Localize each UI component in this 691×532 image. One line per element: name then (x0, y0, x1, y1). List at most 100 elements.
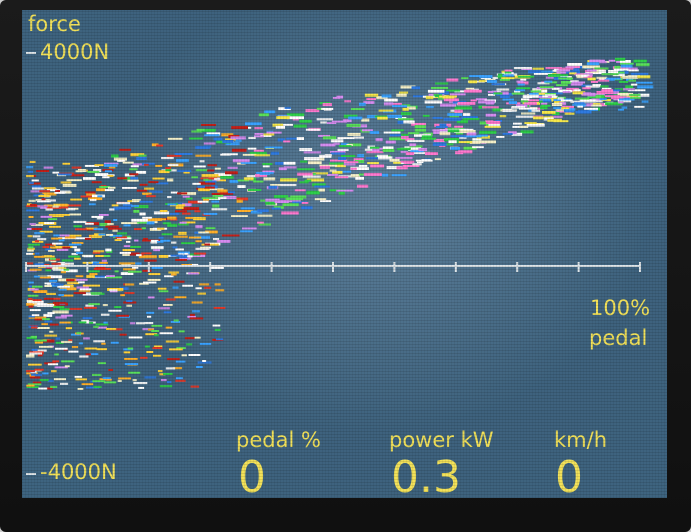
plot-mark (177, 169, 192, 172)
plot-mark (426, 106, 434, 109)
plot-mark (606, 77, 621, 80)
plot-mark (138, 386, 145, 389)
plot-mark (237, 210, 253, 212)
plot-mark (270, 184, 281, 186)
plot-mark (79, 288, 92, 291)
plot-mark (146, 195, 156, 198)
plot-mark (319, 154, 332, 158)
plot-mark (614, 65, 621, 69)
plot-mark (320, 121, 327, 124)
plot-mark (100, 313, 110, 316)
plot-mark (479, 121, 486, 125)
plot-mark (378, 109, 394, 112)
plot-mark (245, 122, 262, 126)
plot-mark (111, 154, 119, 158)
plot-mark (131, 218, 148, 222)
plot-mark (144, 345, 150, 348)
plot-mark (139, 183, 148, 186)
plot-mark (57, 262, 66, 266)
plot-mark (89, 353, 99, 355)
plot-mark (204, 243, 210, 246)
plot-mark (92, 262, 107, 266)
plot-mark (314, 185, 330, 188)
plot-mark (81, 319, 90, 322)
plot-mark (358, 164, 368, 167)
plot-mark (136, 157, 147, 160)
speed-kmh-value: 0 (555, 452, 583, 499)
plot-mark (186, 343, 193, 346)
plot-mark (63, 204, 82, 207)
plot-mark (557, 97, 564, 100)
plot-mark (617, 99, 632, 103)
plot-mark (151, 330, 159, 332)
plot-mark (26, 354, 35, 358)
plot-mark (69, 213, 81, 216)
plot-mark (134, 239, 139, 242)
plot-mark (204, 134, 220, 137)
plot-mark (74, 375, 83, 378)
plot-mark (378, 156, 393, 160)
plot-mark (214, 283, 221, 286)
plot-mark (96, 261, 108, 264)
plot-mark (286, 113, 305, 117)
plot-mark (29, 268, 42, 271)
plot-mark (113, 206, 132, 210)
plot-mark (343, 161, 359, 164)
plot-mark (174, 153, 193, 155)
plot-mark (165, 298, 176, 301)
plot-mark (275, 162, 288, 165)
plot-mark (195, 287, 202, 290)
plot-mark (167, 216, 177, 220)
plot-mark (613, 94, 628, 98)
plot-mark (158, 236, 164, 239)
plot-mark (207, 164, 217, 167)
plot-mark (184, 337, 195, 340)
plot-mark (53, 378, 66, 381)
plot-mark (409, 145, 423, 148)
plot-mark (502, 109, 517, 112)
plot-mark (222, 153, 238, 156)
plot-mark (591, 104, 602, 107)
plot-mark (130, 245, 141, 248)
plot-mark (511, 106, 525, 109)
plot-mark (68, 350, 79, 353)
plot-mark (341, 155, 356, 157)
plot-mark (620, 64, 633, 68)
plot-mark (105, 275, 115, 277)
plot-mark (118, 377, 131, 380)
plot-mark (44, 334, 58, 337)
plot-mark (108, 227, 122, 230)
plot-mark (330, 139, 344, 143)
plot-mark (524, 102, 537, 106)
plot-mark (44, 222, 54, 225)
plot-mark (393, 161, 402, 164)
plot-mark (35, 240, 39, 243)
plot-mark (95, 255, 108, 257)
plot-mark (70, 198, 83, 201)
plot-mark (53, 306, 65, 309)
plot-mark (64, 365, 70, 368)
plot-mark (249, 151, 267, 155)
plot-mark (136, 322, 145, 325)
plot-mark (119, 333, 127, 336)
plot-mark (513, 122, 522, 125)
pedal-percent-label: pedal % (236, 428, 321, 452)
plot-mark (167, 178, 174, 182)
plot-mark (148, 273, 161, 276)
plot-mark (274, 195, 289, 199)
plot-mark (219, 191, 234, 195)
plot-mark (253, 149, 264, 152)
plot-mark (197, 200, 209, 203)
plot-mark (424, 100, 443, 104)
plot-mark (516, 80, 524, 83)
plot-mark (94, 164, 104, 167)
plot-mark (357, 154, 365, 158)
plot-mark (141, 227, 146, 230)
plot-mark (78, 289, 91, 292)
plot-mark (257, 214, 273, 217)
plot-mark (350, 167, 357, 170)
plot-mark (499, 115, 507, 118)
plot-mark (105, 378, 112, 381)
plot-mark (545, 76, 560, 79)
plot-mark (165, 367, 176, 370)
